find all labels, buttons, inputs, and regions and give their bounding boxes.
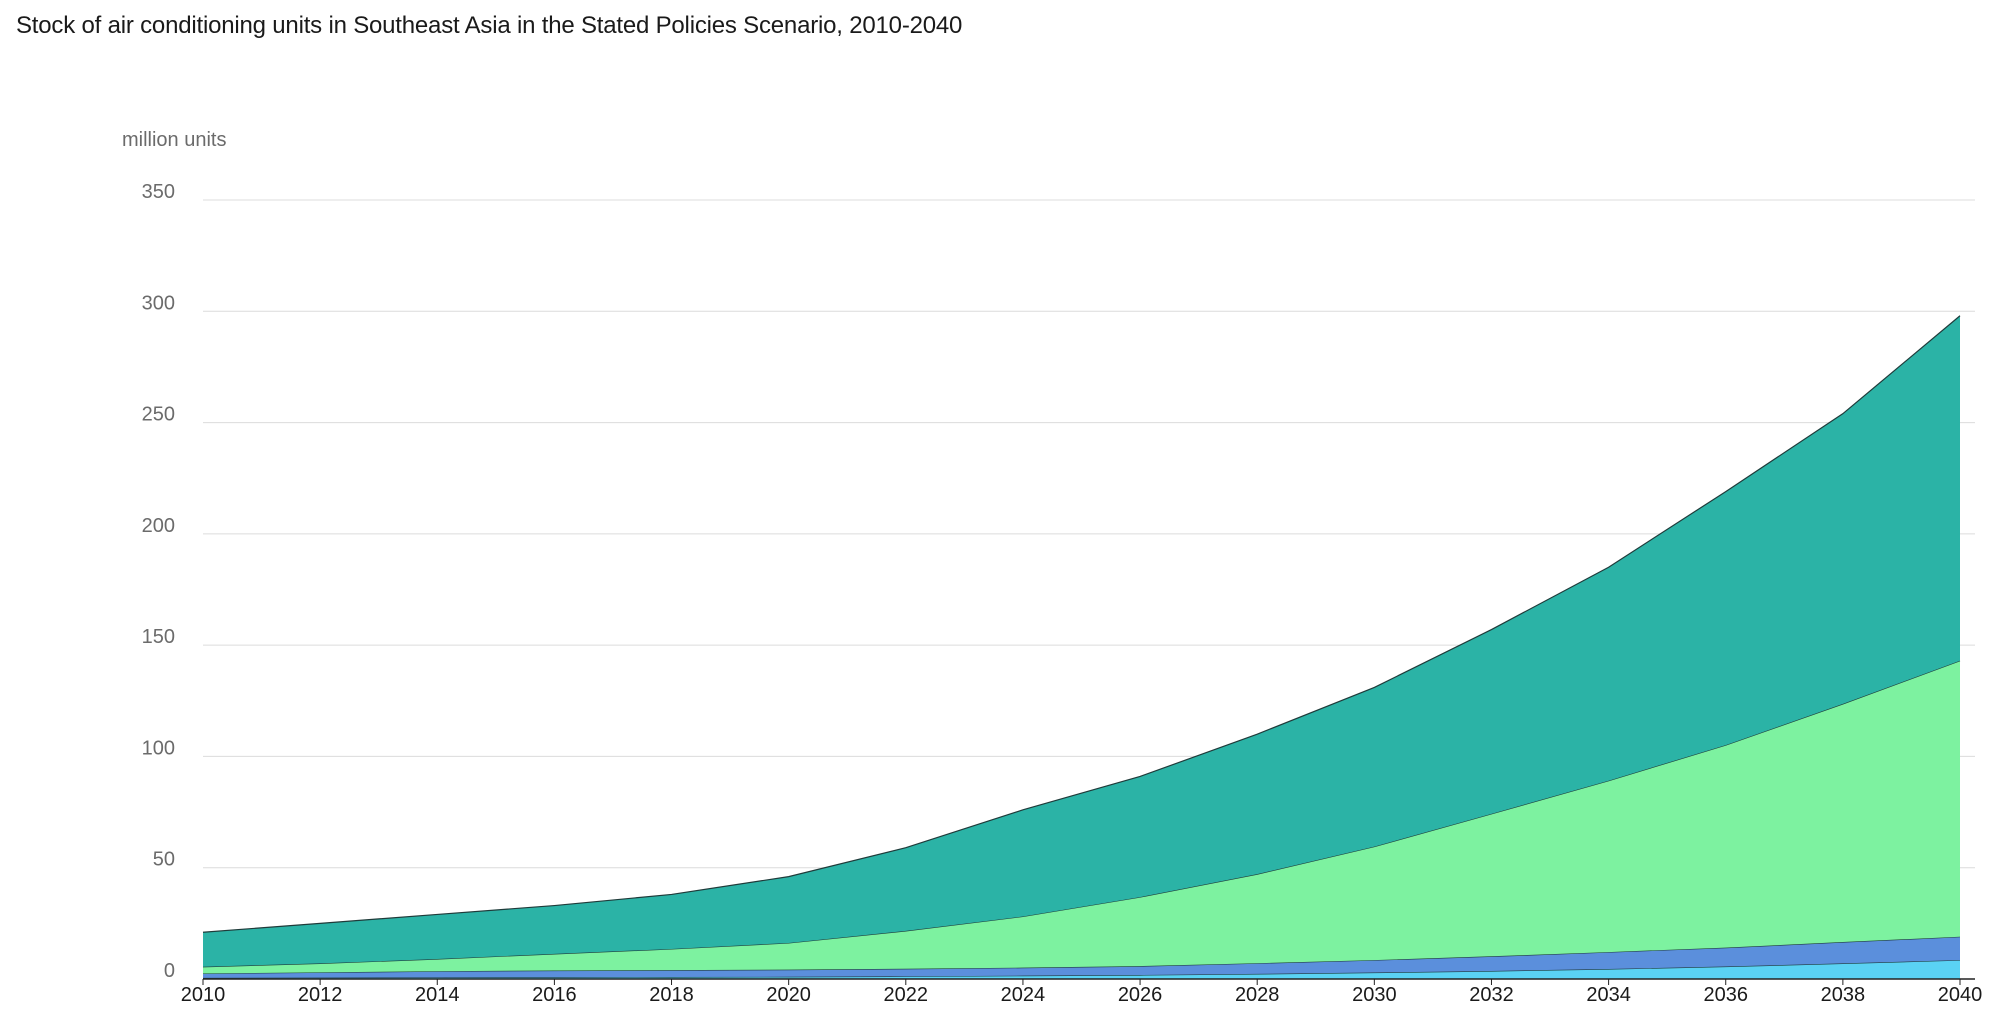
y-tick-label: 100 bbox=[142, 737, 175, 759]
x-tick-label: 2020 bbox=[766, 984, 811, 1006]
y-tick-label: 350 bbox=[142, 181, 175, 203]
grid-lines bbox=[203, 199, 1975, 869]
stacked-areas bbox=[202, 315, 1961, 979]
area-series-2 bbox=[203, 936, 1960, 978]
x-tick-label: 2016 bbox=[532, 984, 577, 1006]
x-tick-label: 2012 bbox=[298, 984, 343, 1006]
x-tick-label: 2032 bbox=[1469, 984, 1514, 1006]
x-tick-label: 2018 bbox=[649, 984, 694, 1006]
chart-title: Stock of air conditioning units in South… bbox=[16, 12, 963, 39]
x-tick-label: 2022 bbox=[884, 984, 929, 1006]
x-tick-label: 2036 bbox=[1703, 984, 1748, 1006]
x-tick-label: 2030 bbox=[1352, 984, 1397, 1006]
x-tick-label: 2040 bbox=[1938, 984, 1983, 1006]
x-tick-label: 2028 bbox=[1235, 984, 1280, 1006]
y-tick-label: 250 bbox=[142, 404, 175, 426]
y-tick-label: 50 bbox=[153, 849, 175, 871]
axes: 0 50 100 150 200 250 300 350 2010 2012 2014 2016 201… bbox=[142, 181, 1983, 1006]
x-tick-label: 2034 bbox=[1586, 984, 1631, 1006]
area-edge-series-4 bbox=[202, 315, 1961, 933]
area-edge-series-1 bbox=[202, 959, 1961, 979]
area-series-1 bbox=[203, 960, 1960, 979]
y-axis-label: million units bbox=[122, 129, 226, 151]
y-tick-label: 0 bbox=[164, 960, 175, 982]
y-tick-label: 200 bbox=[142, 515, 175, 537]
x-tick-label: 2038 bbox=[1821, 984, 1866, 1006]
x-tick-label: 2014 bbox=[415, 984, 460, 1006]
x-tick-label: 2010 bbox=[181, 984, 226, 1006]
area-series-4 bbox=[203, 315, 1960, 967]
x-tick-label: 2026 bbox=[1118, 984, 1163, 1006]
area-series-3 bbox=[203, 660, 1960, 974]
y-tick-label: 150 bbox=[142, 626, 175, 648]
x-tick-label: 2024 bbox=[1001, 984, 1046, 1006]
y-tick-label: 300 bbox=[142, 292, 175, 314]
